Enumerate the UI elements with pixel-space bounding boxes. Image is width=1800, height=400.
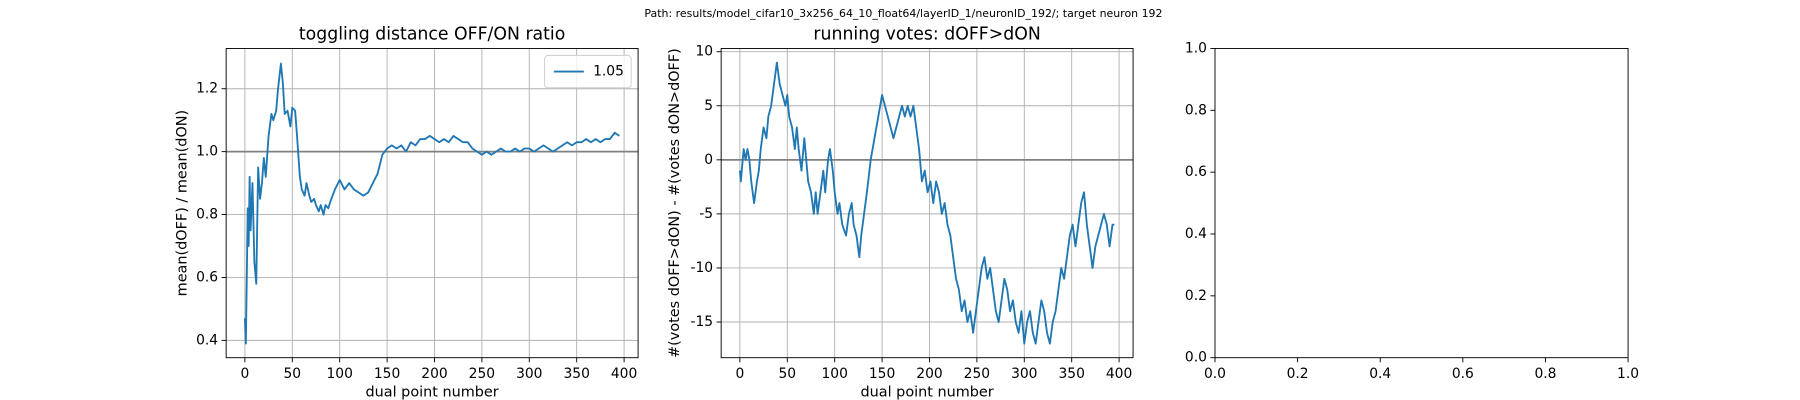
axes-frame bbox=[1214, 47, 1629, 359]
y-tick-label: 5 bbox=[704, 98, 713, 114]
x-tick-label: 400 bbox=[1106, 366, 1132, 382]
y-tick-label: 0.2 bbox=[1185, 288, 1207, 304]
x-tick-label: 350 bbox=[1058, 366, 1084, 382]
x-tick-label: 0.0 bbox=[1204, 366, 1226, 382]
x-tick-label: 150 bbox=[869, 366, 895, 382]
x-tick-label: 100 bbox=[326, 366, 352, 382]
y-tick-label: -5 bbox=[699, 206, 713, 222]
x-tick-label: 300 bbox=[1011, 366, 1037, 382]
suptitle: Path: results/model_cifar10_3x256_64_10_… bbox=[644, 7, 1162, 20]
axes-frame bbox=[225, 47, 639, 359]
chart-title: running votes: dOFF>dON bbox=[813, 25, 1040, 45]
chart-title: toggling distance OFF/ON ratio bbox=[299, 25, 565, 45]
y-tick-label: 0.6 bbox=[196, 269, 218, 285]
legend-box bbox=[544, 54, 632, 89]
y-tick-label: -15 bbox=[690, 314, 713, 330]
x-tick-label: 0 bbox=[240, 366, 249, 382]
x-tick-label: 350 bbox=[563, 366, 589, 382]
y-tick-label: 1.0 bbox=[196, 144, 218, 160]
x-tick-label: 1.0 bbox=[1617, 366, 1639, 382]
x-tick-label: 200 bbox=[916, 366, 942, 382]
x-tick-label: 400 bbox=[611, 366, 637, 382]
x-tick-label: 0 bbox=[735, 366, 744, 382]
x-axis-label: dual point number bbox=[860, 384, 993, 400]
y-tick-label: -10 bbox=[690, 260, 713, 276]
data-line bbox=[738, 61, 1115, 345]
x-axis-label: dual point number bbox=[366, 384, 499, 400]
plot-area bbox=[226, 48, 639, 358]
y-axis-label: mean(dOFF) / mean(dON) bbox=[174, 110, 190, 297]
x-tick-label: 50 bbox=[778, 366, 796, 382]
y-tick-label: 0.8 bbox=[196, 207, 218, 223]
x-tick-label: 300 bbox=[516, 366, 542, 382]
y-tick-label: 0.6 bbox=[1185, 164, 1207, 180]
plot-area bbox=[721, 48, 1134, 358]
x-tick-label: 0.8 bbox=[1534, 366, 1556, 382]
y-tick-label: 0 bbox=[704, 152, 713, 168]
x-tick-label: 0.6 bbox=[1452, 366, 1474, 382]
plot-area bbox=[1214, 48, 1629, 358]
x-tick-label: 0.4 bbox=[1369, 366, 1391, 382]
y-tick-label: 0.0 bbox=[1185, 350, 1207, 366]
axes-frame bbox=[720, 47, 1134, 359]
y-tick-label: 1.2 bbox=[196, 81, 218, 97]
x-tick-label: 50 bbox=[283, 366, 301, 382]
y-tick-label: 0.4 bbox=[196, 332, 218, 348]
x-tick-label: 100 bbox=[821, 366, 847, 382]
data-line bbox=[243, 62, 620, 345]
x-tick-label: 0.2 bbox=[1287, 366, 1309, 382]
x-tick-label: 250 bbox=[964, 366, 990, 382]
x-tick-label: 200 bbox=[421, 366, 447, 382]
y-tick-label: 0.8 bbox=[1185, 102, 1207, 118]
y-tick-label: 10 bbox=[695, 44, 713, 60]
legend-label: 1.05 bbox=[593, 64, 624, 80]
y-axis-label: #(votes dOFF>dON) - #(votes dON>dOFF) bbox=[667, 48, 683, 358]
x-tick-label: 250 bbox=[469, 366, 495, 382]
y-tick-label: 0.4 bbox=[1185, 226, 1207, 242]
y-tick-label: 1.0 bbox=[1185, 40, 1207, 56]
x-tick-label: 150 bbox=[374, 366, 400, 382]
